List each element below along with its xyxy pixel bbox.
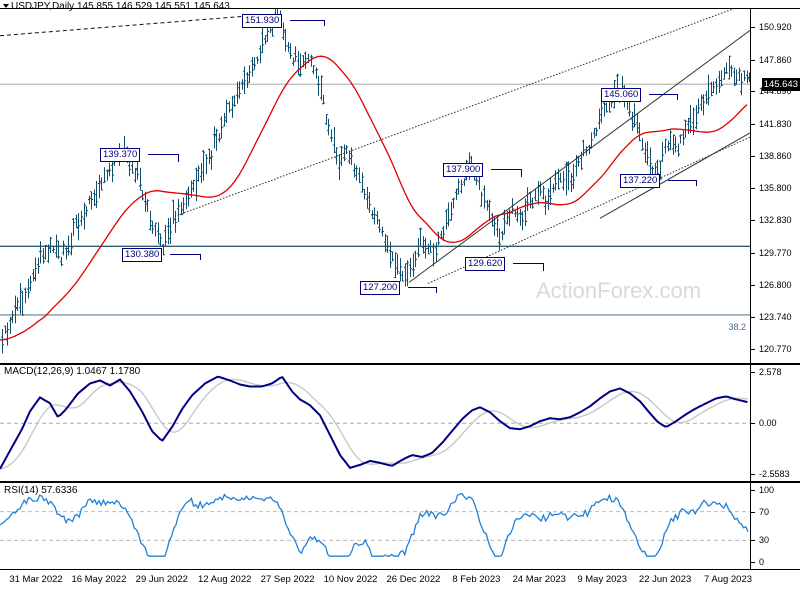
price-axis-tick xyxy=(751,188,755,190)
fib-382-label: 38.2 xyxy=(728,322,746,332)
price-axis-tick-label: 120.770 xyxy=(759,343,792,354)
price-annotation-label[interactable]: 129.620 xyxy=(465,257,506,271)
macd-header: MACD(12,26,9) 1.0467 1.1780 xyxy=(4,366,141,377)
rsi-pane: 100 70 30 0 xyxy=(0,482,800,570)
macd-axis-tick xyxy=(751,372,755,373)
date-axis-tick-label: 31 Mar 2022 xyxy=(9,574,63,585)
annotation-leader-tick xyxy=(178,154,179,162)
annotation-leader-line xyxy=(408,287,436,288)
price-axis-tick-label: 141.830 xyxy=(759,119,792,129)
price-axis-tick xyxy=(751,59,755,61)
price-axis-tick-label: 138.860 xyxy=(759,150,792,161)
price-annotation-label[interactable]: 137.220 xyxy=(620,174,661,188)
macd-axis-tick xyxy=(751,474,755,475)
price-axis-tick xyxy=(751,155,755,157)
annotation-leader-tick xyxy=(324,20,325,26)
date-axis: 31 Mar 2022 16 May 2022 29 Jun 2022 12 Aug … xyxy=(0,570,800,600)
price-axis-tick xyxy=(751,124,755,125)
support-lines xyxy=(0,83,750,316)
annotation-leader-tick xyxy=(543,263,544,271)
annotation-leader-line xyxy=(513,263,543,264)
macd-axis-tick-label: 2.578 xyxy=(759,367,782,377)
macd-axis-tick-label: 0.00 xyxy=(759,418,777,429)
trend-lines xyxy=(0,9,750,284)
rsi-axis-tick xyxy=(751,562,755,563)
price-pane: 150.920 147.860 144.890 141.830 138.860 135.8… xyxy=(0,8,800,364)
macd-axis-tick-label: -2.5583 xyxy=(759,469,790,479)
date-axis-tick-label: 27 Sep 2022 xyxy=(260,574,315,585)
rsi-axis-tick xyxy=(751,540,755,542)
symbol-header-text: USDJPY,Daily 145.855 146.529 145.551 145… xyxy=(11,1,230,12)
watermark: ActionForex.com xyxy=(536,278,702,303)
date-axis-tick-label: 8 Feb 2023 xyxy=(452,574,501,585)
macd-signal-line xyxy=(0,378,748,470)
date-axis-tick-label: 12 Aug 2022 xyxy=(198,574,252,585)
price-axis-tick xyxy=(751,91,755,93)
annotation-leader-line xyxy=(148,154,178,155)
price-axis: 150.920 147.860 144.890 141.830 138.860 135.8… xyxy=(750,9,800,363)
price-axis-tick xyxy=(751,348,755,350)
annotation-leader-line xyxy=(491,169,521,170)
macd-main-line xyxy=(0,375,748,470)
rsi-axis-tick xyxy=(751,490,755,491)
price-annotation-label[interactable]: 137.900 xyxy=(443,163,484,177)
price-axis-tick xyxy=(751,317,755,319)
price-axis-tick-label: 135.800 xyxy=(759,183,792,194)
price-axis-tick-label: 123.740 xyxy=(759,312,792,323)
annotation-leader-line xyxy=(668,180,696,181)
date-axis-tick-label: 24 Mar 2023 xyxy=(512,574,566,585)
rsi-axis-tick xyxy=(751,511,755,513)
price-axis-tick xyxy=(751,252,755,254)
price-axis-tick xyxy=(751,220,755,222)
price-annotation-label[interactable]: 139.370 xyxy=(100,148,141,162)
date-axis-tick-label: 29 Jun 2022 xyxy=(135,574,188,585)
macd-axis: 2.578 0.00 -2.5583 xyxy=(750,365,800,481)
rsi-axis-tick-label: 0 xyxy=(759,557,765,567)
rsi-axis-tick-label: 70 xyxy=(759,506,770,517)
price-annotation-label[interactable]: 145.060 xyxy=(601,88,642,102)
rsi-axis-tick-label: 30 xyxy=(759,535,770,546)
annotation-leader-tick xyxy=(436,287,437,293)
rsi-plot-area[interactable] xyxy=(0,483,750,569)
price-axis-tick-label: 150.920 xyxy=(759,21,792,32)
rsi-line xyxy=(0,492,749,557)
current-price-tag: 145.643 xyxy=(761,78,800,91)
price-axis-tick-label: 129.770 xyxy=(759,247,792,258)
date-axis-tick-label: 26 Dec 2022 xyxy=(386,574,441,585)
date-axis-tick-label: 9 May 2023 xyxy=(577,574,627,585)
price-axis-tick-label: 144.890 xyxy=(759,86,792,97)
annotation-leader-tick xyxy=(521,169,522,177)
price-axis-tick-label: 126.800 xyxy=(759,279,792,290)
annotation-leader-line xyxy=(649,94,677,95)
annotation-leader-tick xyxy=(677,94,678,100)
annotation-leader-tick xyxy=(200,254,201,260)
macd-axis-tick xyxy=(751,423,755,425)
price-annotation-label[interactable]: 127.200 xyxy=(360,281,401,295)
price-annotation-label[interactable]: 130.380 xyxy=(122,248,163,262)
macd-pane: 2.578 0.00 -2.5583 xyxy=(0,364,800,482)
moving-average-line xyxy=(0,55,748,341)
price-annotation-label[interactable]: 151.930 xyxy=(242,14,283,28)
triangle-down-icon[interactable] xyxy=(3,4,9,9)
rsi-header: RSI(14) 57.6336 xyxy=(4,485,78,496)
date-axis-tick-label: 10 Nov 2022 xyxy=(323,574,378,585)
annotation-leader-tick xyxy=(696,180,697,186)
rsi-axis-tick-label: 100 xyxy=(759,485,775,495)
date-axis-tick-label: 22 Jun 2023 xyxy=(638,574,692,585)
price-axis-tick xyxy=(751,284,755,286)
macd-plot-area[interactable] xyxy=(0,365,750,481)
date-axis-tick-label: 16 May 2022 xyxy=(71,574,127,585)
price-axis-tick-label: 132.830 xyxy=(759,215,792,226)
rsi-axis: 100 70 30 0 xyxy=(750,483,800,569)
price-axis-tick xyxy=(751,26,755,28)
date-axis-tick-label: 7 Aug 2023 xyxy=(703,574,753,585)
annotation-leader-line xyxy=(170,254,200,255)
symbol-header: USDJPY,Daily 145.855 146.529 145.551 145… xyxy=(3,1,230,12)
price-axis-tick-label: 147.860 xyxy=(759,54,792,65)
annotation-leader-line xyxy=(290,20,324,21)
